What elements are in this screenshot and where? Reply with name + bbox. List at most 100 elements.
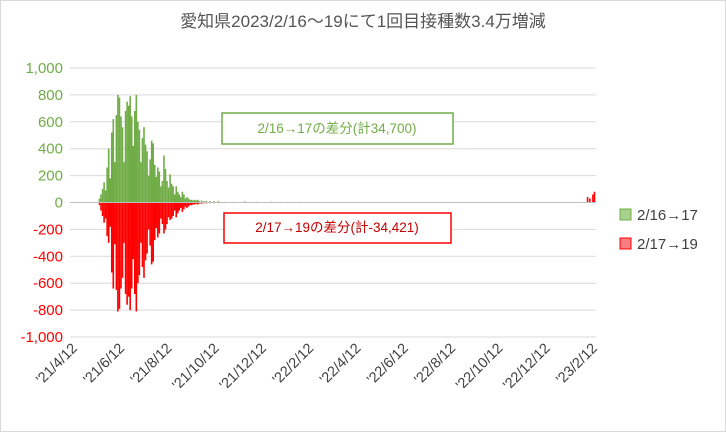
bar-negative: [137, 202, 139, 284]
bar-positive: [167, 187, 170, 203]
bar-negative: [133, 202, 136, 294]
bar-negative: [592, 194, 594, 203]
bar-negative: [138, 202, 141, 276]
bar-negative: [114, 202, 116, 245]
bar-negative: [107, 202, 110, 243]
bar-negative: [126, 202, 128, 305]
bar-negative: [149, 202, 151, 246]
bar-negative: [103, 202, 105, 223]
bar-negative: [586, 197, 589, 203]
gridlines: [70, 67, 596, 338]
bar-negative: [195, 202, 197, 204]
bar-negative: [115, 202, 118, 290]
bar-positive: [160, 186, 162, 203]
bar-negative: [175, 202, 178, 218]
bar-positive: [189, 199, 191, 203]
bar-negative: [172, 202, 174, 216]
bar-positive: [120, 116, 122, 203]
bar-positive: [200, 200, 203, 203]
bar-negative: [160, 202, 162, 219]
bar-negative: [140, 202, 142, 243]
bar-negative: [164, 202, 167, 230]
bar-positive: [132, 146, 135, 203]
bar-positive: [153, 164, 156, 203]
bar-positive: [187, 198, 190, 203]
bar-positive: [115, 115, 118, 203]
bar-negative: [120, 202, 122, 289]
bar-negative: [193, 202, 196, 205]
bar-negative: [192, 202, 194, 205]
positive-annotation-text: 2/16→17の差分(計34,700): [257, 121, 416, 136]
y-tick-label: 600: [38, 114, 63, 131]
bar-negative: [123, 202, 125, 243]
legend-label-positive: 2/16→17: [637, 207, 698, 224]
bar-positive: [180, 197, 182, 203]
bar-positive: [133, 111, 136, 203]
bar-positive: [195, 200, 197, 203]
bar-negative: [147, 202, 150, 230]
bar-positive: [146, 151, 148, 203]
bar-negative: [104, 202, 107, 219]
bar-negative: [593, 191, 596, 203]
bar-positive: [100, 194, 102, 203]
bar-negative: [181, 202, 184, 212]
bar-positive: [98, 198, 101, 203]
bar-positive: [101, 189, 104, 203]
y-tick-label: -400: [33, 248, 63, 265]
bar-negative: [198, 202, 201, 204]
bar-negative: [127, 202, 130, 297]
bar-negative: [187, 202, 190, 207]
bar-positive: [127, 105, 130, 203]
bar-positive: [178, 194, 181, 203]
bar-negative: [117, 202, 119, 312]
bar-negative: [158, 202, 161, 234]
bar-positive: [161, 180, 164, 203]
bar-positive: [163, 155, 165, 203]
bar-negative: [143, 202, 145, 278]
bar-positive: [143, 127, 145, 203]
bar-negative: [183, 202, 185, 210]
bar-positive: [144, 144, 147, 203]
legend-swatch-negative: [619, 237, 632, 250]
bar-negative: [106, 202, 108, 237]
bar-positive: [175, 186, 178, 203]
bar-negative: [170, 202, 173, 219]
y-tick-label: 1,000: [25, 60, 63, 77]
bar-positive: [184, 198, 187, 203]
y-tick-label: -200: [33, 221, 63, 238]
bar-negative: [169, 202, 171, 220]
bar-negative: [101, 202, 104, 216]
bar-negative: [144, 202, 147, 261]
bar-positive: [137, 121, 139, 203]
y-tick-label: -600: [33, 275, 63, 292]
bar-negative: [132, 202, 135, 259]
bar-negative: [109, 202, 112, 227]
bar-negative: [157, 202, 159, 238]
legend-label-negative: 2/17→19: [637, 236, 698, 253]
legend-item-negative: 2/17→19: [619, 236, 698, 253]
bar-positive: [129, 96, 131, 203]
bar-positive: [112, 119, 115, 203]
bar-negative: [150, 202, 153, 265]
bar-positive: [124, 111, 127, 203]
bar-positive: [166, 180, 168, 203]
bar-positive: [130, 116, 133, 203]
bar-positive: [190, 199, 193, 203]
bar-negative: [118, 202, 121, 309]
bar-positive: [110, 132, 113, 203]
bar-positive: [104, 190, 107, 203]
bar-positive: [176, 191, 179, 203]
bar-negative: [176, 202, 179, 214]
bar-positive: [173, 194, 176, 203]
bar-positive: [109, 178, 112, 203]
bar-positive: [147, 175, 150, 203]
bar-positive: [118, 97, 121, 203]
y-tick-label: -1,000: [20, 329, 63, 346]
bar-negative: [121, 202, 124, 278]
bar-positive: [164, 168, 167, 203]
bar-positive: [126, 101, 128, 203]
bar-negative: [146, 202, 148, 254]
bar-positive: [149, 159, 151, 203]
